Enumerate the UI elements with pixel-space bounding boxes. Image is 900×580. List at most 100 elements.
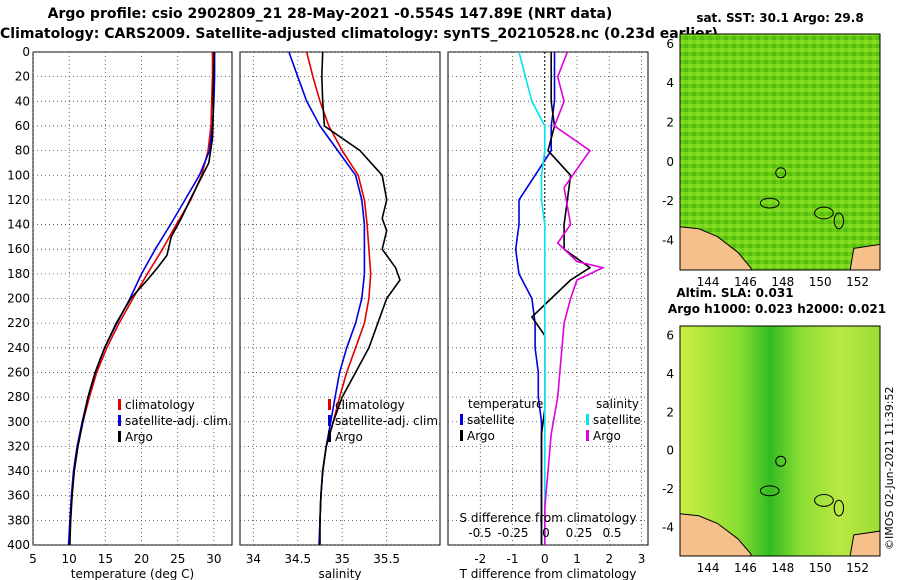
temperature-xtick-label: 15 [98,552,113,566]
sat-sst-map-lat-tick: 6 [666,37,674,51]
depth-tick-label: 380 [7,513,30,527]
sat-sst-map-field [679,33,881,271]
temperature-panel: 5 10 15 20 25 3002040608010012014016018020022… [7,45,233,580]
altimetry-map-lon-tick: 148 [771,561,794,575]
sat-sst-map-lat-tick: 0 [666,155,674,169]
difference-panel: -2 -1 0 1 2 3T difference from climatology tem… [447,51,649,580]
depth-tick-label: 280 [7,390,30,404]
s-diff-tick-label: -0.5 [468,526,491,540]
salinity-legend-swatch [328,431,331,442]
temperature-legend-label: Argo [125,430,153,444]
depth-tick-label: 80 [15,144,30,158]
s-diff-tick-label: 0.25 [566,526,593,540]
salinity-xtick-label: 34 [246,552,261,566]
salinity-series-argo [319,51,401,545]
temperature-xlabel: temperature (deg C) [71,567,194,580]
s-diff-tick-label: 0.5 [602,526,621,540]
chart-title-line2: Climatology: CARS2009. Satellite-adjuste… [0,26,718,42]
sat-sst-map-island-outline [833,212,845,230]
sat-sst-map-lat-tick: -2 [662,194,674,208]
temperature-xtick-label: 10 [62,552,77,566]
temperature-legend-swatch [118,431,121,442]
temperature-legend-label: climatology [125,398,195,412]
salinity-xlabel: salinity [318,567,361,580]
depth-tick-label: 180 [7,267,30,281]
depth-tick-label: 140 [7,218,30,232]
difference-xtick-label: 1 [573,552,581,566]
altimetry-map-land [679,513,752,557]
diff-legend-swatch [586,414,589,425]
sat-sst-map-island-outline [759,197,780,209]
salinity-xtick-label: 34.5 [284,552,311,566]
depth-tick-label: 120 [7,193,30,207]
depth-tick-label: 20 [15,70,30,84]
depth-tick-label: 240 [7,341,30,355]
difference-xlabel: T difference from climatology [459,567,637,580]
diff-legend-swatch [460,414,463,425]
altimetry-map-lat-tick: 4 [666,367,674,381]
altimetry-map-island-outline [833,499,845,517]
salinity-legend-label: satellite-adj. clim. [335,414,442,428]
altimetry-map-island [849,530,881,557]
sat-sst-map-argo-marker [775,167,787,179]
altimetry-map-field [679,325,881,557]
diff-legend-label: satellite [467,413,515,427]
salinity-legend-swatch [328,399,331,410]
s-diff-tick-label: 0 [542,526,550,540]
temperature-xtick-label: 25 [170,552,185,566]
diff-legend-title-s: salinity [596,397,639,411]
sat-sst-map-lon-tick: 144 [697,275,720,289]
depth-tick-label: 60 [15,119,30,133]
difference-xtick-label: 3 [638,552,646,566]
salinity-xtick-label: 35.5 [373,552,400,566]
altimetry-map-island-outline [759,485,780,497]
difference-series-s-argo [543,51,606,545]
s-diff-tick-label: -0.25 [497,526,528,540]
diff-legend-swatch [586,430,589,441]
altimetry-map-lon-tick: 146 [734,561,757,575]
difference-series-t-argo [530,52,592,545]
sat-sst-map-lat-tick: -4 [662,234,674,248]
depth-tick-label: 400 [7,538,30,552]
diff-legend-label: Argo [593,429,621,443]
diff-legend-title-t: temperature [468,397,543,411]
difference-xtick-label: -2 [474,552,486,566]
salinity-panel: 34 34.5 35 35.5 salinity climatology satellite… [239,51,442,580]
difference-xtick-label: -1 [507,552,519,566]
altimetry-map-island-outline [814,494,834,507]
altimetry-map-lon-tick: 150 [809,561,832,575]
depth-tick-label: 300 [7,415,30,429]
temperature-legend-label: satellite-adj. clim. [125,414,232,428]
altimetry-map-lon-tick: 152 [846,561,869,575]
depth-tick-label: 320 [7,439,30,453]
temperature-legend-swatch [118,415,121,426]
altimetry-map-lat-tick: 0 [666,444,674,458]
sat-sst-map-panel: 144 146 148 150 152 6 4 2 0 -2 -4 sat. SST: 30.1 Ar… [662,11,881,289]
temperature-xtick-label: 20 [134,552,149,566]
diff-legend-label: satellite [593,413,641,427]
salinity-legend-swatch [328,415,331,426]
temperature-series-argo [69,52,215,546]
altimetry-subtitle: Argo h1000: 0.023 h2000: 0.021 [668,302,886,316]
altimetry-map-lon-tick: 144 [697,561,720,575]
diff-legend-label: Argo [467,429,495,443]
depth-tick-label: 40 [15,94,30,108]
sat-sst-map-lon-tick: 146 [734,275,757,289]
depth-tick-label: 340 [7,464,30,478]
sst-map-title: sat. SST: 30.1 Argo: 29.8 [696,11,863,25]
chart-title-line1: Argo profile: csio 2902809_21 28-May-202… [47,6,613,22]
sat-sst-map-island [849,243,881,271]
sat-sst-map-lon-tick: 150 [809,275,832,289]
altimetry-map-panel: 144 146 148 150 152 6 4 2 0 -2 -4 Altim. SLA: 0.031… [662,286,886,575]
salinity-xtick-label: 35 [335,552,350,566]
sat-sst-map-island-outline [814,206,834,220]
depth-tick-label: 0 [22,45,30,59]
sat-sst-map-lat-tick: 2 [666,116,674,130]
sat-sst-map-lon-tick: 152 [846,275,869,289]
altimetry-map-lat-tick: 6 [666,329,674,343]
salinity-legend-label: climatology [335,398,405,412]
difference-xtick-label: 2 [605,552,613,566]
footer-credit: ©IMOS 02-Jun-2021 11:39:52 [883,386,896,550]
temperature-xtick-label: 30 [206,552,221,566]
